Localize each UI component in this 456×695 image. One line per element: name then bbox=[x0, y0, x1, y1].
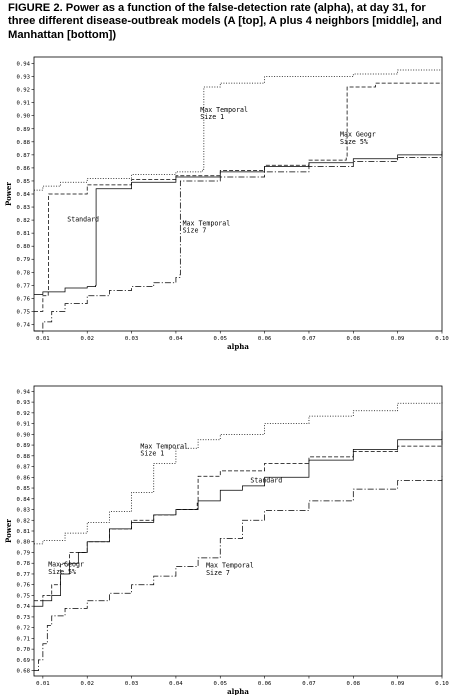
x-tick-label: 0.08 bbox=[347, 681, 361, 687]
x-tick-label: 0.02 bbox=[80, 336, 93, 342]
y-tick-label: 0.78 bbox=[17, 270, 31, 276]
x-tick-label: 0.09 bbox=[391, 681, 404, 687]
x-axis-label: alpha bbox=[227, 687, 249, 695]
y-tick-label: 0.70 bbox=[17, 647, 30, 653]
y-tick-label: 0.80 bbox=[17, 540, 30, 546]
x-tick-label: 0.03 bbox=[125, 336, 138, 342]
x-tick-label: 0.10 bbox=[435, 336, 448, 342]
x-tick-label: 0.08 bbox=[347, 336, 361, 342]
series-annotation: Max Temporal Size 7 bbox=[206, 562, 254, 577]
x-tick-label: 0.06 bbox=[258, 336, 271, 342]
y-tick-label: 0.84 bbox=[17, 497, 31, 503]
series-annotation: Standard bbox=[67, 215, 99, 223]
plot-frame bbox=[33, 56, 443, 332]
y-tick-label: 0.91 bbox=[17, 101, 30, 107]
y-tick-label: 0.78 bbox=[17, 561, 31, 567]
y-tick-label: 0.86 bbox=[17, 166, 30, 172]
x-tick-label: 0.05 bbox=[214, 336, 227, 342]
y-tick-label: 0.84 bbox=[17, 192, 31, 198]
y-tick-label: 0.87 bbox=[17, 465, 30, 471]
y-tick-label: 0.76 bbox=[17, 583, 30, 589]
y-tick-label: 0.85 bbox=[17, 486, 30, 492]
series-annotation: Standard bbox=[250, 477, 282, 485]
y-tick-label: 0.89 bbox=[17, 127, 30, 133]
x-tick-label: 0.03 bbox=[125, 681, 138, 687]
y-tick-label: 0.89 bbox=[17, 443, 30, 449]
y-tick-label: 0.93 bbox=[17, 400, 30, 406]
y-tick-label: 0.90 bbox=[17, 432, 30, 438]
y-tick-label: 0.81 bbox=[17, 231, 30, 237]
series-line-max-temporal-size-1 bbox=[34, 69, 442, 191]
y-tick-label: 0.72 bbox=[17, 626, 30, 632]
y-tick-label: 0.75 bbox=[17, 593, 30, 599]
y-tick-label: 0.94 bbox=[17, 62, 31, 68]
y-tick-label: 0.83 bbox=[17, 508, 30, 514]
chart-panel-1: 0.74 0.75 0.76 0.77 0.78 0.79 0.80 0.81 0.82 0.83… bbox=[4, 56, 449, 351]
y-tick-label: 0.69 bbox=[17, 658, 30, 664]
y-tick-label: 0.81 bbox=[17, 529, 30, 535]
series-annotation: Max Geogr Size 5% bbox=[340, 131, 376, 146]
y-tick-label: 0.68 bbox=[17, 669, 31, 675]
y-tick-label: 0.83 bbox=[17, 205, 30, 211]
y-axis-label: Power bbox=[4, 519, 13, 543]
series-line-max-temporal-size-1 bbox=[34, 401, 443, 545]
x-axis-label: alpha bbox=[227, 342, 249, 351]
x-tick-label: 0.09 bbox=[391, 336, 404, 342]
series-line-max-temporal-size-7 bbox=[34, 152, 443, 332]
y-tick-label: 0.77 bbox=[17, 283, 30, 289]
x-tick-label: 0.04 bbox=[169, 336, 183, 342]
series-line-standard bbox=[34, 150, 443, 295]
plot-frame bbox=[33, 385, 443, 677]
series-annotation: Max Temporal Size 7 bbox=[183, 219, 231, 234]
y-tick-label: 0.71 bbox=[17, 636, 30, 642]
chart-panel-2: 0.68 0.69 0.70 0.71 0.72 0.73 0.74 0.75 0.76 0.77… bbox=[4, 385, 449, 695]
y-axis-label: Power bbox=[4, 182, 13, 206]
x-tick-label: 0.05 bbox=[214, 681, 227, 687]
y-tick-label: 0.74 bbox=[17, 322, 31, 328]
y-tick-label: 0.94 bbox=[17, 389, 31, 395]
y-tick-label: 0.92 bbox=[17, 88, 30, 94]
x-tick-label: 0.04 bbox=[169, 681, 183, 687]
y-tick-label: 0.79 bbox=[17, 257, 30, 263]
x-tick-label: 0.07 bbox=[302, 336, 315, 342]
series-line-max-temporal-size-7 bbox=[34, 474, 443, 672]
series-line-max-geogr-size-5 bbox=[34, 82, 442, 312]
y-tick-label: 0.88 bbox=[17, 140, 31, 146]
y-tick-label: 0.74 bbox=[17, 604, 31, 610]
y-tick-label: 0.82 bbox=[17, 518, 30, 524]
x-tick-label: 0.07 bbox=[302, 681, 315, 687]
x-tick-label: 0.06 bbox=[258, 681, 271, 687]
series-annotation: Max Temporal Size 1 bbox=[200, 106, 248, 121]
x-tick-label: 0.02 bbox=[80, 681, 93, 687]
x-tick-label: 0.01 bbox=[36, 681, 49, 687]
series-line-max-geogr-size-5 bbox=[34, 439, 443, 602]
series-line-standard bbox=[34, 431, 443, 607]
y-tick-label: 0.80 bbox=[17, 244, 30, 250]
y-tick-label: 0.76 bbox=[17, 296, 30, 302]
y-tick-label: 0.85 bbox=[17, 179, 30, 185]
y-tick-label: 0.88 bbox=[17, 454, 31, 460]
y-tick-label: 0.86 bbox=[17, 475, 30, 481]
y-tick-label: 0.82 bbox=[17, 218, 30, 224]
y-tick-label: 0.93 bbox=[17, 75, 30, 81]
y-tick-label: 0.73 bbox=[17, 615, 30, 621]
y-tick-label: 0.92 bbox=[17, 411, 30, 417]
figure-caption: FIGURE 2. Power as a function of the fal… bbox=[8, 2, 442, 41]
x-tick-label: 0.01 bbox=[36, 336, 49, 342]
series-annotation: Max-Geogr Size 5% bbox=[48, 560, 84, 575]
y-tick-label: 0.79 bbox=[17, 550, 30, 556]
y-tick-label: 0.77 bbox=[17, 572, 30, 578]
y-tick-label: 0.87 bbox=[17, 153, 30, 159]
y-tick-label: 0.91 bbox=[17, 422, 30, 428]
y-tick-label: 0.90 bbox=[17, 114, 30, 120]
x-tick-label: 0.10 bbox=[435, 681, 448, 687]
y-tick-label: 0.75 bbox=[17, 309, 30, 315]
series-annotation: Max Temporal Size 1 bbox=[140, 442, 188, 457]
